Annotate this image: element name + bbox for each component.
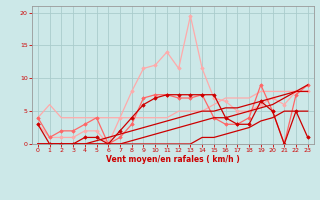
X-axis label: Vent moyen/en rafales ( km/h ): Vent moyen/en rafales ( km/h ) bbox=[106, 155, 240, 164]
